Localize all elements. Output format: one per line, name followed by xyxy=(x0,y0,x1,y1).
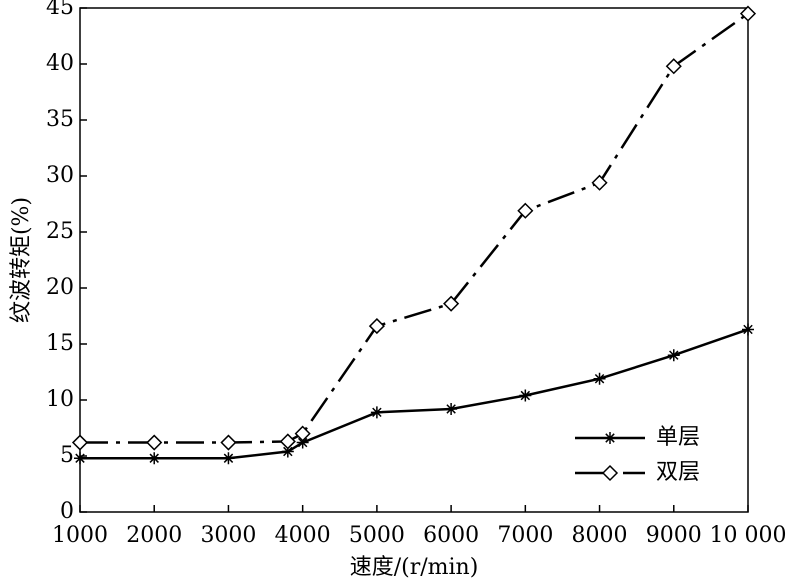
x-tick-label: 1000 xyxy=(52,523,108,548)
marker xyxy=(296,436,309,449)
marker xyxy=(445,402,458,415)
marker xyxy=(148,452,161,465)
y-tick-label: 10 xyxy=(46,387,74,412)
series-line xyxy=(80,12,749,444)
marker xyxy=(279,433,296,450)
y-tick-label: 25 xyxy=(46,219,74,244)
legend-marker xyxy=(601,464,619,482)
marker xyxy=(74,452,86,465)
marker xyxy=(71,434,89,451)
series-line xyxy=(80,328,749,460)
marker xyxy=(222,452,235,465)
marker xyxy=(667,349,680,362)
y-tick-label: 45 xyxy=(46,0,74,20)
x-tick-label: 5000 xyxy=(349,523,405,548)
marker xyxy=(665,58,682,75)
marker xyxy=(591,174,608,191)
y-tick-label: 30 xyxy=(46,163,74,188)
y-tick-label: 20 xyxy=(46,275,74,300)
marker xyxy=(294,425,311,442)
marker xyxy=(739,5,757,22)
plot-frame xyxy=(79,7,749,513)
x-tick-label: 9000 xyxy=(646,523,702,548)
y-axis-label: 纹波转矩(%) xyxy=(9,197,34,323)
marker xyxy=(368,318,385,335)
x-tick-label: 7000 xyxy=(497,523,553,548)
y-tick-label: 15 xyxy=(46,331,74,356)
x-tick-label: 3000 xyxy=(200,523,256,548)
marker xyxy=(742,323,754,336)
marker xyxy=(281,445,294,458)
marker xyxy=(517,202,534,219)
x-tick-label: 2000 xyxy=(126,523,182,548)
x-tick-label: 10 000 xyxy=(710,523,787,548)
marker xyxy=(370,406,383,419)
marker xyxy=(519,389,532,402)
marker xyxy=(146,434,163,451)
y-tick-label: 5 xyxy=(60,443,74,468)
marker xyxy=(593,372,606,385)
y-tick-label: 40 xyxy=(46,51,74,76)
y-tick-label: 35 xyxy=(46,107,74,132)
y-tick-label: 0 xyxy=(60,499,74,524)
x-tick-label: 6000 xyxy=(423,523,479,548)
marker xyxy=(220,434,237,451)
marker xyxy=(443,295,460,312)
x-axis-label: 速度/(r/min) xyxy=(350,555,479,580)
legend-label: 双层 xyxy=(656,460,700,485)
x-tick-label: 8000 xyxy=(572,523,628,548)
legend-label: 单层 xyxy=(656,425,700,450)
x-tick-label: 4000 xyxy=(275,523,331,548)
legend-marker xyxy=(604,432,616,444)
